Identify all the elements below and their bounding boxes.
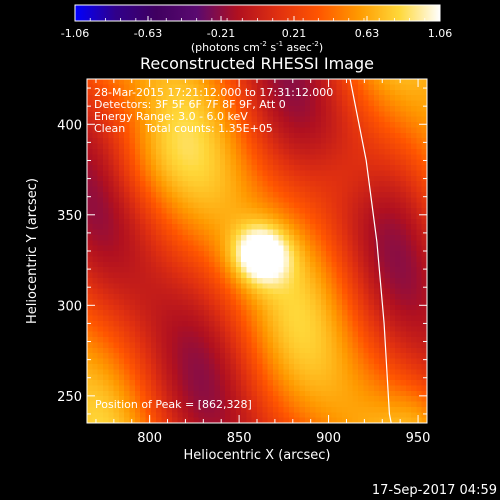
solar-limb-line (349, 79, 392, 423)
x-tick-label: 950 (406, 431, 431, 446)
annotation-energy: Energy Range: 3.0 - 6.0 keV (94, 110, 248, 123)
x-axis-label: Heliocentric X (arcsec) (184, 448, 331, 463)
x-tick-label: 800 (137, 431, 162, 446)
x-tick-label: 850 (227, 431, 252, 446)
colorbar-unit-label: (photons cm-2 s-1 asec-2) (191, 40, 323, 54)
colorbar-tick-label: -1.06 (61, 27, 89, 40)
heatmap-image (87, 79, 427, 423)
annotation-detectors: Detectors: 3F 5F 6F 7F 8F 9F, Att 0 (94, 98, 286, 111)
colorbar-tick-label: -0.21 (207, 27, 235, 40)
x-tick-label: 900 (316, 431, 341, 446)
footer-timestamp: 17-Sep-2017 04:59 (372, 483, 497, 498)
annotation-counts: Total counts: 1.35E+05 (144, 122, 273, 135)
colorbar-tick-label: 0.21 (282, 27, 307, 40)
colorbar-tick-label: 0.63 (355, 27, 380, 40)
annotation-method: Clean (94, 122, 125, 135)
annotation-time-range: 28-Mar-2015 17:21:12.000 to 17:31:12.000 (94, 86, 333, 99)
y-tick-label: 300 (57, 299, 82, 314)
y-tick-label: 400 (57, 118, 82, 133)
chart-title: Reconstructed RHESSI Image (140, 54, 374, 73)
colorbar-tick-label: -0.63 (134, 27, 162, 40)
colorbar-ticks: -1.06 -0.63 -0.21 0.21 0.63 1.06 (61, 16, 452, 40)
colorbar-tick-label: 1.06 (428, 27, 453, 40)
annotation-peak-position: Position of Peak = [862,328] (95, 398, 252, 411)
axis-ticks: 800 850 900 950 250 300 350 400 (57, 79, 430, 446)
heatmap-area (87, 79, 427, 423)
y-tick-label: 250 (57, 390, 82, 405)
y-axis-label: Heliocentric Y (arcsec) (25, 178, 40, 324)
y-tick-label: 350 (57, 209, 82, 224)
